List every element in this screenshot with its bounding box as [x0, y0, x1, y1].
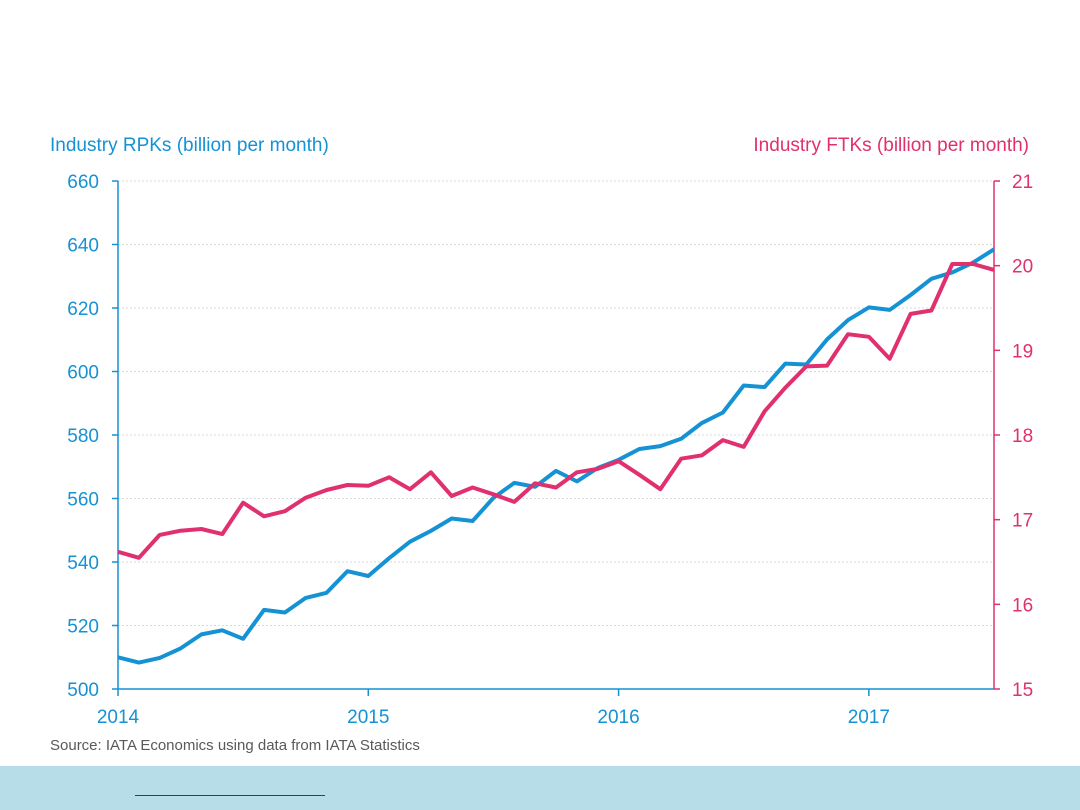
- source-note: Source: IATA Economics using data from I…: [50, 737, 420, 754]
- left-tick-label: 600: [67, 363, 99, 384]
- dual-axis-line-chart: 500 520 540 560 580 600 620 640 660 15 16 17 18 19 20…: [50, 135, 1033, 754]
- x-tick-label: 2014: [97, 707, 140, 728]
- left-tick-label: 620: [67, 299, 99, 320]
- left-axis-label: Industry RPKs (billion per month): [50, 135, 329, 156]
- x-tick-label: 2016: [597, 707, 639, 728]
- left-tick-label: 540: [67, 553, 99, 574]
- right-tick-label: 17: [1012, 511, 1033, 532]
- left-tick-label: 500: [67, 680, 99, 701]
- right-tick-label: 19: [1012, 341, 1033, 362]
- rpk-series-line: [117, 247, 996, 665]
- x-tick-label: 2017: [848, 707, 890, 728]
- right-tick-label: 16: [1012, 595, 1033, 616]
- footer-link-underline[interactable]: [135, 795, 325, 796]
- left-tick-label: 640: [67, 236, 99, 257]
- left-tick-label: 560: [67, 490, 99, 511]
- left-tick-label: 660: [67, 172, 99, 193]
- right-tick-label: 15: [1012, 680, 1033, 701]
- x-axis-ticks: 2014 2015 2016 2017: [97, 689, 890, 728]
- right-tick-label: 21: [1012, 172, 1033, 193]
- x-tick-label: 2015: [347, 707, 389, 728]
- left-tick-label: 520: [67, 617, 99, 638]
- left-tick-label: 580: [67, 426, 99, 447]
- right-axis-ticks: 15 16 17 18 19 20 21: [994, 172, 1033, 701]
- footer-band: [0, 766, 1080, 810]
- right-axis-label: Industry FTKs (billion per month): [753, 135, 1029, 156]
- right-tick-label: 18: [1012, 426, 1033, 447]
- left-axis-ticks: 500 520 540 560 580 600 620 640 660: [67, 172, 118, 701]
- right-tick-label: 20: [1012, 257, 1033, 278]
- ftk-series-line: [117, 262, 995, 560]
- grid-lines: [118, 180, 994, 626]
